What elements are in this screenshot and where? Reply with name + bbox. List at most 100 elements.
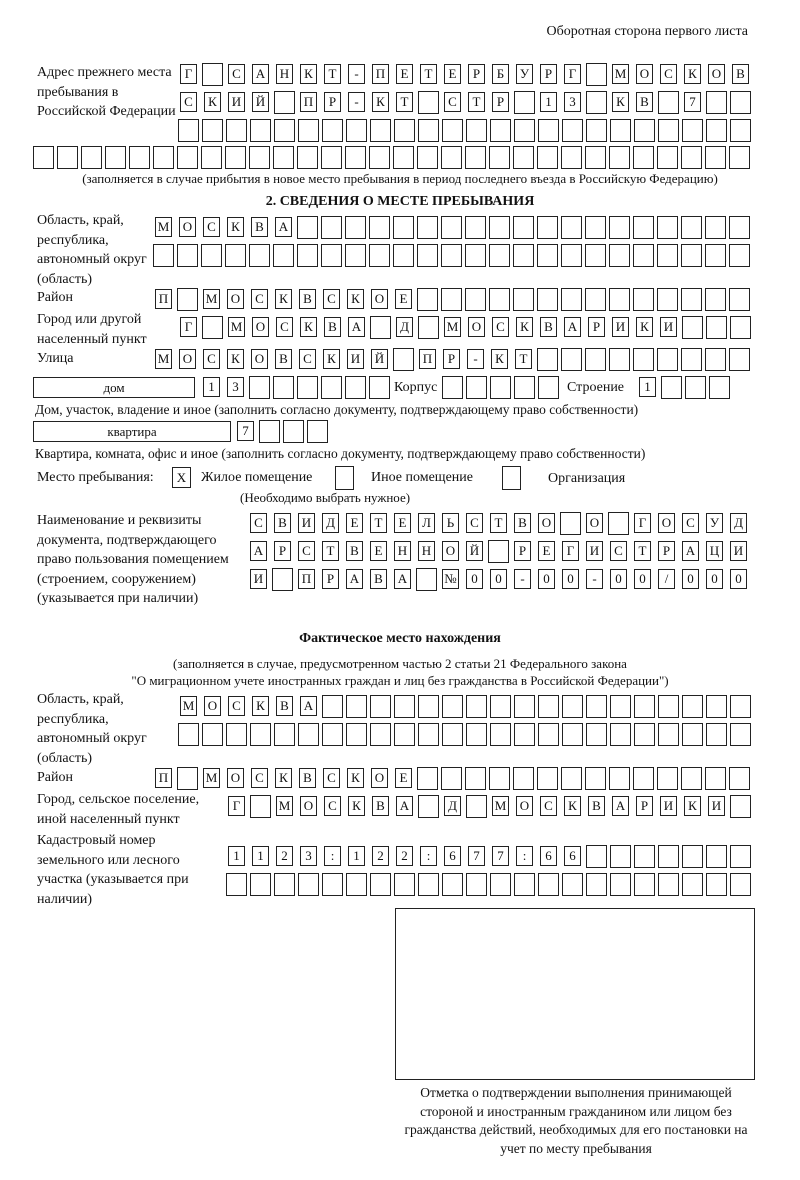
- char-cell[interactable]: С: [298, 541, 315, 561]
- char-cell[interactable]: И: [586, 541, 603, 561]
- char-cell[interactable]: [465, 146, 486, 169]
- char-cell[interactable]: [610, 695, 631, 718]
- char-cell[interactable]: [394, 695, 415, 718]
- char-cell[interactable]: [730, 695, 751, 718]
- char-cell[interactable]: О: [227, 768, 244, 788]
- char-cell[interactable]: [226, 723, 247, 746]
- char-cell[interactable]: М: [155, 217, 172, 237]
- char-cell[interactable]: [562, 119, 583, 142]
- char-cell[interactable]: [129, 146, 150, 169]
- char-cell[interactable]: О: [708, 64, 725, 84]
- char-cell[interactable]: [609, 146, 630, 169]
- char-cell[interactable]: [466, 873, 487, 896]
- char-cell[interactable]: [490, 376, 511, 399]
- char-cell[interactable]: [634, 723, 655, 746]
- char-cell[interactable]: -: [348, 92, 365, 112]
- char-cell[interactable]: К: [684, 64, 701, 84]
- char-cell[interactable]: [369, 216, 390, 239]
- char-cell[interactable]: [658, 845, 679, 868]
- char-cell[interactable]: [705, 216, 726, 239]
- char-cell[interactable]: [705, 146, 726, 169]
- char-cell[interactable]: [706, 119, 727, 142]
- char-cell[interactable]: [585, 288, 606, 311]
- char-cell[interactable]: [729, 146, 750, 169]
- char-cell[interactable]: О: [371, 768, 388, 788]
- char-cell[interactable]: И: [250, 569, 267, 589]
- char-cell[interactable]: 6: [564, 846, 581, 866]
- char-cell[interactable]: О: [252, 317, 269, 337]
- char-cell[interactable]: С: [444, 92, 461, 112]
- char-cell[interactable]: К: [300, 317, 317, 337]
- char-cell[interactable]: К: [347, 289, 364, 309]
- char-cell[interactable]: [514, 91, 535, 114]
- char-cell[interactable]: К: [516, 317, 533, 337]
- char-cell[interactable]: Р: [468, 64, 485, 84]
- char-cell[interactable]: 0: [466, 569, 483, 589]
- char-cell[interactable]: В: [275, 349, 292, 369]
- char-cell[interactable]: 1: [228, 846, 245, 866]
- char-cell[interactable]: [658, 723, 679, 746]
- char-cell[interactable]: [417, 146, 438, 169]
- char-cell[interactable]: [249, 376, 270, 399]
- char-cell[interactable]: [345, 216, 366, 239]
- char-cell[interactable]: [297, 146, 318, 169]
- char-cell[interactable]: [466, 723, 487, 746]
- char-cell[interactable]: [730, 845, 751, 868]
- char-cell[interactable]: [634, 845, 655, 868]
- char-cell[interactable]: Р: [588, 317, 605, 337]
- char-cell[interactable]: Г: [562, 541, 579, 561]
- char-cell[interactable]: [417, 767, 438, 790]
- char-cell[interactable]: А: [612, 796, 629, 816]
- char-cell[interactable]: -: [348, 64, 365, 84]
- char-cell[interactable]: [321, 146, 342, 169]
- char-cell[interactable]: [418, 91, 439, 114]
- char-cell[interactable]: [177, 244, 198, 267]
- char-cell[interactable]: 1: [252, 846, 269, 866]
- char-cell[interactable]: [489, 288, 510, 311]
- char-cell[interactable]: [226, 119, 247, 142]
- char-cell[interactable]: Т: [490, 513, 507, 533]
- char-cell[interactable]: Р: [636, 796, 653, 816]
- char-cell[interactable]: [441, 767, 462, 790]
- char-cell[interactable]: -: [467, 349, 484, 369]
- char-cell[interactable]: [609, 288, 630, 311]
- char-cell[interactable]: [393, 348, 414, 371]
- char-cell[interactable]: [298, 723, 319, 746]
- char-cell[interactable]: [370, 695, 391, 718]
- char-cell[interactable]: С: [323, 289, 340, 309]
- house-type-field[interactable]: дом: [33, 377, 195, 398]
- char-cell[interactable]: П: [372, 64, 389, 84]
- char-cell[interactable]: [729, 348, 750, 371]
- char-cell[interactable]: В: [324, 317, 341, 337]
- char-cell[interactable]: [560, 512, 581, 535]
- char-cell[interactable]: [706, 845, 727, 868]
- char-cell[interactable]: О: [371, 289, 388, 309]
- char-cell[interactable]: [177, 146, 198, 169]
- char-cell[interactable]: [537, 146, 558, 169]
- char-cell[interactable]: [273, 244, 294, 267]
- char-cell[interactable]: [682, 695, 703, 718]
- char-cell[interactable]: 6: [540, 846, 557, 866]
- char-cell[interactable]: А: [275, 217, 292, 237]
- char-cell[interactable]: [586, 723, 607, 746]
- char-cell[interactable]: [682, 316, 703, 339]
- char-cell[interactable]: О: [658, 513, 675, 533]
- char-cell[interactable]: [561, 288, 582, 311]
- char-cell[interactable]: [657, 348, 678, 371]
- char-cell[interactable]: [705, 244, 726, 267]
- char-cell[interactable]: [610, 873, 631, 896]
- char-cell[interactable]: К: [275, 289, 292, 309]
- char-cell[interactable]: [202, 119, 223, 142]
- char-cell[interactable]: [633, 146, 654, 169]
- char-cell[interactable]: [81, 146, 102, 169]
- char-cell[interactable]: [178, 723, 199, 746]
- char-cell[interactable]: [562, 695, 583, 718]
- char-cell[interactable]: И: [228, 92, 245, 112]
- char-cell[interactable]: [307, 420, 328, 443]
- char-cell[interactable]: К: [347, 768, 364, 788]
- char-cell[interactable]: [274, 873, 295, 896]
- char-cell[interactable]: :: [516, 846, 533, 866]
- char-cell[interactable]: [729, 288, 750, 311]
- char-cell[interactable]: №: [442, 569, 459, 589]
- char-cell[interactable]: [489, 767, 510, 790]
